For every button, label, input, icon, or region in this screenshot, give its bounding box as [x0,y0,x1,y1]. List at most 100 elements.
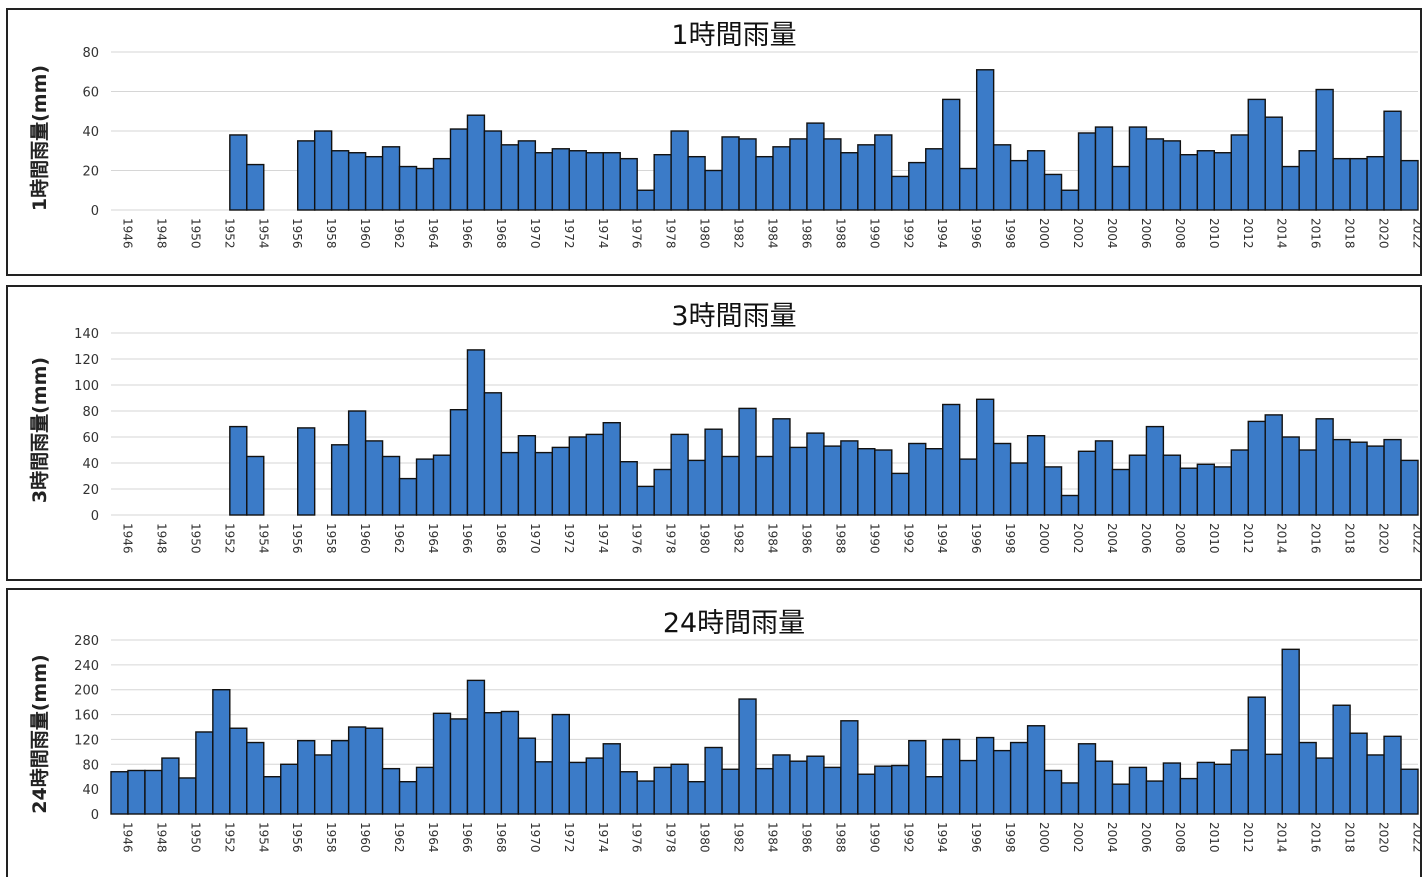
bar-2017 [1315,757,1334,815]
bar-1957 [297,739,316,815]
bar-1990 [857,773,876,815]
x-tick-label: 1956 [290,218,304,249]
chart-24h-svg: 24時間雨量 24時間雨量(mm) 0 40 80 120 160 200 240 280 1946… [29,608,1420,853]
x-tick-label: 2004 [1105,523,1119,554]
bar-1973 [568,150,587,211]
bar-1994 [925,776,944,815]
bar-1992 [891,764,910,815]
bar-1968 [483,392,503,516]
y-tick-label: 280 [74,634,99,649]
bar-1963 [398,477,418,516]
x-tick-label: 1976 [630,822,644,853]
chart-1h-svg: 1時間雨量 1時間雨量(mm) 0 20 40 60 80 1946 1948 1950 1952 1… [29,20,1420,249]
x-tick-label: 1964 [426,822,440,853]
x-tick-label: 2010 [1207,218,1221,249]
x-tick-label: 1958 [324,523,338,554]
x-tick-label: 1992 [901,523,915,554]
x-tick-label: 1994 [935,523,949,554]
bar-1954 [246,741,265,815]
x-tick-label: 1964 [426,218,440,249]
bar-2009 [1179,777,1199,815]
bar-1964 [415,167,435,211]
x-tick-label: 1996 [969,822,983,853]
bar-1975 [602,421,621,516]
bar-1950 [178,777,197,815]
bar-2011 [1213,466,1232,516]
bar-1954 [246,163,265,211]
y-axis-label: 24時間雨量(mm) [29,654,51,813]
chart-panel-1h: 1時間雨量 1時間雨量(mm) 0 20 40 60 80 1946 1948 1950 1952 1… [6,8,1422,276]
bar-1954 [246,455,265,516]
x-tick-label: 2020 [1377,822,1391,853]
x-tick-label: 2022 [1411,822,1420,853]
x-tick-label: 2010 [1207,822,1221,853]
y-tick-label: 140 [74,327,99,342]
x-tick-label: 1972 [562,523,576,554]
bar-2010 [1196,463,1216,516]
bar-2020 [1366,155,1385,211]
x-tick-label: 1962 [392,218,406,249]
x-tick-label: 2008 [1173,218,1187,249]
x-tick-label: 1990 [867,822,881,853]
bar-1979 [670,130,689,211]
x-tick-label: 2014 [1275,822,1289,853]
bar-1951 [195,731,214,815]
y-tick-label: 60 [82,86,99,101]
y-tick-label: 40 [82,783,99,798]
bar-1974 [585,152,604,211]
y-tick-label: 80 [82,46,99,61]
x-tick-label: 1966 [460,523,474,554]
x-tick-label: 2022 [1411,523,1420,554]
bar-1987 [806,755,825,815]
x-tick-label: 1976 [630,218,644,249]
bar-1985 [772,754,791,815]
bar-1965 [432,157,452,211]
bar-1962 [381,146,401,211]
x-tick-label: 1966 [460,822,474,853]
x-tick-label: 2020 [1377,218,1391,249]
bar-2006 [1128,454,1148,516]
x-tick-label: 1996 [969,218,983,249]
bar-1993 [908,161,927,211]
bar-2000 [1026,150,1046,211]
bar-2000 [1026,434,1046,516]
bar-2022 [1400,459,1419,516]
bar-1953 [229,425,248,516]
x-tick-label: 1972 [562,822,576,853]
bar-1996 [959,167,978,211]
bar-2002 [1060,782,1080,815]
x-tick-label: 1994 [935,822,949,853]
bar-1968 [483,130,503,211]
bar-1997 [975,69,995,211]
x-tick-label: 1974 [596,523,610,554]
bar-2016 [1298,449,1317,516]
bar-2008 [1162,140,1182,211]
x-tick-label: 2016 [1309,523,1323,554]
bar-1977 [636,189,655,211]
bar-2016 [1298,150,1317,211]
x-tick-label: 1946 [120,218,134,249]
x-tick-label: 1964 [426,523,440,554]
bar-2019 [1349,157,1368,211]
bar-1961 [364,155,384,211]
bar-1978 [653,468,672,516]
bar-1990 [857,144,876,211]
bar-1953 [229,134,248,211]
x-tick-label: 1998 [1003,822,1017,853]
bar-1962 [381,455,401,516]
bar-1998 [992,442,1012,516]
bar-1989 [840,440,859,516]
bar-2003 [1077,743,1097,815]
y-tick-label: 0 [91,808,99,823]
bar-1972 [551,148,570,211]
x-tick-label: 2018 [1343,523,1357,554]
x-tick-label: 1948 [154,218,168,249]
y-tick-label: 240 [74,659,99,674]
bar-1980 [687,459,706,516]
x-tick-label: 1948 [154,523,168,554]
bar-1976 [619,460,638,516]
bar-2016 [1298,741,1317,815]
y-tick-label: 80 [82,405,99,420]
chart-panel-24h: 24時間雨量 24時間雨量(mm) 0 40 80 120 160 200 240 280 1946… [6,588,1422,877]
x-tick-label: 2004 [1105,218,1119,249]
